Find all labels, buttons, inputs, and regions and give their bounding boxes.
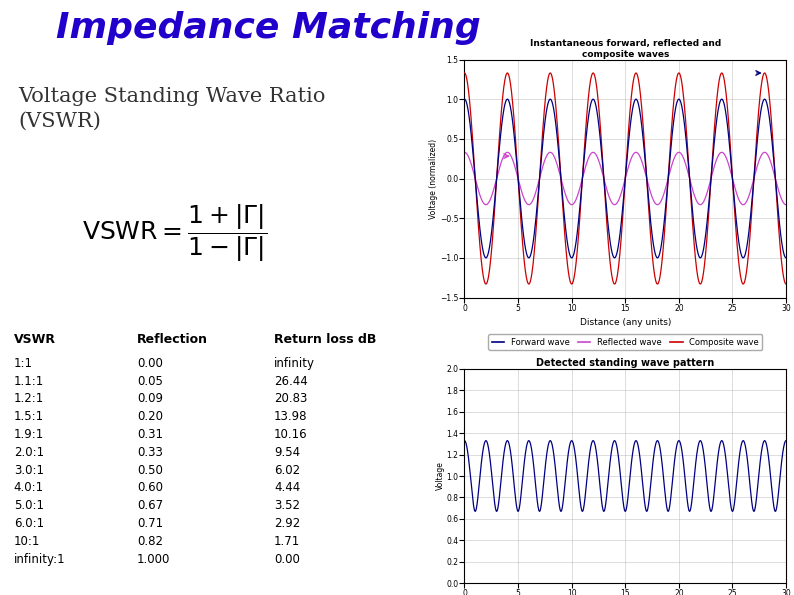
Text: 1.1:1: 1.1:1: [13, 375, 44, 387]
Text: Impedance Matching: Impedance Matching: [56, 11, 480, 45]
Text: $\mathrm{VSWR} = \dfrac{1+|\Gamma|}{1-|\Gamma|}$: $\mathrm{VSWR} = \dfrac{1+|\Gamma|}{1-|\…: [82, 202, 268, 264]
Text: 6.0:1: 6.0:1: [13, 517, 44, 530]
Text: 9.54: 9.54: [274, 446, 300, 459]
Text: 0.00: 0.00: [274, 553, 300, 566]
Text: 6.02: 6.02: [274, 464, 300, 477]
Text: 0.09: 0.09: [137, 392, 163, 405]
Text: 1.000: 1.000: [137, 553, 171, 566]
Text: 1.9:1: 1.9:1: [13, 428, 44, 441]
Text: 10.16: 10.16: [274, 428, 307, 441]
Text: infinity:1: infinity:1: [13, 553, 65, 566]
Text: 4.44: 4.44: [274, 481, 300, 494]
Text: 0.71: 0.71: [137, 517, 163, 530]
Text: 3.52: 3.52: [274, 499, 300, 512]
Text: 13.98: 13.98: [274, 410, 307, 423]
Legend: Forward wave, Reflected wave, Composite wave: Forward wave, Reflected wave, Composite …: [488, 334, 762, 350]
Text: 5.0:1: 5.0:1: [13, 499, 44, 512]
Text: VSWR: VSWR: [13, 333, 56, 346]
Text: 0.31: 0.31: [137, 428, 163, 441]
Text: 0.67: 0.67: [137, 499, 163, 512]
Text: 4.0:1: 4.0:1: [13, 481, 44, 494]
Title: Detected standing wave pattern: Detected standing wave pattern: [536, 358, 715, 368]
Text: 0.50: 0.50: [137, 464, 163, 477]
Text: Reflection: Reflection: [137, 333, 208, 346]
Text: 0.00: 0.00: [137, 357, 163, 369]
X-axis label: Distance (any units): Distance (any units): [580, 318, 671, 327]
Text: 20.83: 20.83: [274, 392, 307, 405]
Title: Instantaneous forward, reflected and
composite waves: Instantaneous forward, reflected and com…: [530, 39, 721, 59]
Text: 0.05: 0.05: [137, 375, 163, 387]
Text: Voltage Standing Wave Ratio
(VSWR): Voltage Standing Wave Ratio (VSWR): [18, 87, 326, 131]
Text: 1.71: 1.71: [274, 535, 300, 548]
Text: 3.0:1: 3.0:1: [13, 464, 44, 477]
Text: infinity: infinity: [274, 357, 315, 369]
Text: 26.44: 26.44: [274, 375, 308, 387]
Text: 0.20: 0.20: [137, 410, 163, 423]
Text: 1:1: 1:1: [13, 357, 33, 369]
Text: 2.92: 2.92: [274, 517, 300, 530]
Text: 0.33: 0.33: [137, 446, 163, 459]
Text: 10:1: 10:1: [13, 535, 40, 548]
Y-axis label: Voltage (normalized): Voltage (normalized): [430, 139, 438, 218]
Y-axis label: Voltage: Voltage: [436, 462, 445, 490]
Text: 0.60: 0.60: [137, 481, 163, 494]
Text: 0.82: 0.82: [137, 535, 163, 548]
Text: 1.5:1: 1.5:1: [13, 410, 44, 423]
Text: 2.0:1: 2.0:1: [13, 446, 44, 459]
Text: 1.2:1: 1.2:1: [13, 392, 44, 405]
Text: Return loss dB: Return loss dB: [274, 333, 376, 346]
